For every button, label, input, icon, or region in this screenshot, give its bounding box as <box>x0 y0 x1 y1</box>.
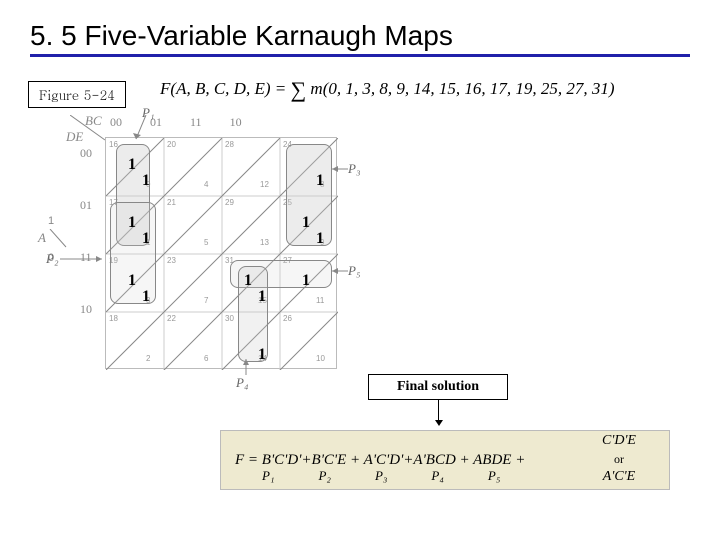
one-00-lower: 1 <box>142 172 150 190</box>
one-13-upper: 1 <box>302 214 310 232</box>
m5: 5 <box>204 238 208 247</box>
alt-bot: A'C'E <box>602 468 636 486</box>
a-val-1: 1 <box>48 215 68 227</box>
row-00: 00 <box>80 147 92 199</box>
m30: 30 <box>225 314 234 323</box>
one-20-upper: 1 <box>128 272 136 290</box>
col-11: 11 <box>190 115 202 130</box>
psub-4: P₄ <box>431 468 443 484</box>
a-axis-label: A <box>38 230 46 246</box>
m12: 12 <box>260 180 269 189</box>
m22: 22 <box>167 314 176 323</box>
title-underline <box>30 54 690 57</box>
psub-3: P₃ <box>375 468 387 484</box>
p2-arrow <box>60 253 108 265</box>
p2-label: P₂ <box>46 251 58 267</box>
m18: 18 <box>109 314 118 323</box>
m13: 13 <box>260 238 269 247</box>
final-arrow-icon <box>438 400 439 422</box>
m6: 6 <box>204 354 208 363</box>
row-headers: 00 01 11 10 <box>80 147 92 355</box>
alt-top: C'D'E <box>602 432 636 450</box>
p4-label: P₄ <box>236 375 248 391</box>
m11: 11 <box>316 296 324 305</box>
one-13-lower: 1 <box>316 230 324 248</box>
m2: 2 <box>146 354 150 363</box>
psub-1: P₁ <box>262 468 274 484</box>
psub-2: P₂ <box>318 468 330 484</box>
one-22-upper: 1 <box>244 272 252 290</box>
final-solution-label: Final solution <box>368 374 508 400</box>
function-formula: F(A, B, C, D, E) = ∑ m(0, 1, 3, 8, 9, 14… <box>160 74 615 100</box>
p1-arrow <box>132 115 152 143</box>
m4: 4 <box>204 180 208 189</box>
row-10: 10 <box>80 303 92 355</box>
alt-or: or <box>602 450 636 468</box>
page-title: 5. 5 Five-Variable Karnaugh Maps <box>30 20 690 52</box>
col-10: 10 <box>230 115 242 130</box>
m10: 10 <box>316 354 325 363</box>
m29: 29 <box>225 198 234 207</box>
row-01: 01 <box>80 199 92 251</box>
psub-5: P₅ <box>488 468 500 484</box>
kmap-grid: 16 20 28 24 17 21 29 25 19 23 31 27 18 2… <box>105 137 337 369</box>
figure-label: Figure 5-24 <box>28 81 126 108</box>
m23: 23 <box>167 256 176 265</box>
p-subscripts-row: P₁ P₂ P₃ P₄ P₅ <box>262 468 500 484</box>
col-00: 00 <box>110 115 122 130</box>
p3-arrow <box>330 165 350 175</box>
one-03-lower: 1 <box>316 172 324 190</box>
solution-alternatives: C'D'E or A'C'E <box>602 432 636 486</box>
solution-formula: F = B'C'D'+B'C'E + A'C'D'+A'BCD + ABDE + <box>235 452 525 469</box>
one-23-upper: 1 <box>302 272 310 290</box>
one-00-upper: 1 <box>128 156 136 174</box>
m7: 7 <box>204 296 208 305</box>
m20: 20 <box>167 140 176 149</box>
m21: 21 <box>167 198 176 207</box>
one-10-lower: 1 <box>142 230 150 248</box>
one-32-lower: 1 <box>258 346 266 364</box>
one-22-lower: 1 <box>258 288 266 306</box>
p5-arrow <box>330 267 350 277</box>
m28: 28 <box>225 140 234 149</box>
p4-arrow <box>242 357 252 377</box>
axis-diagonal <box>70 115 110 145</box>
a-bracket <box>48 229 68 249</box>
m26: 26 <box>283 314 292 323</box>
karnaugh-map: BC DE 00 01 11 10 A 1 0 00 01 11 10 16 2… <box>40 115 370 395</box>
column-headers: 00 01 11 10 <box>110 115 242 130</box>
one-20-lower: 1 <box>142 288 150 306</box>
one-10-upper: 1 <box>128 214 136 232</box>
